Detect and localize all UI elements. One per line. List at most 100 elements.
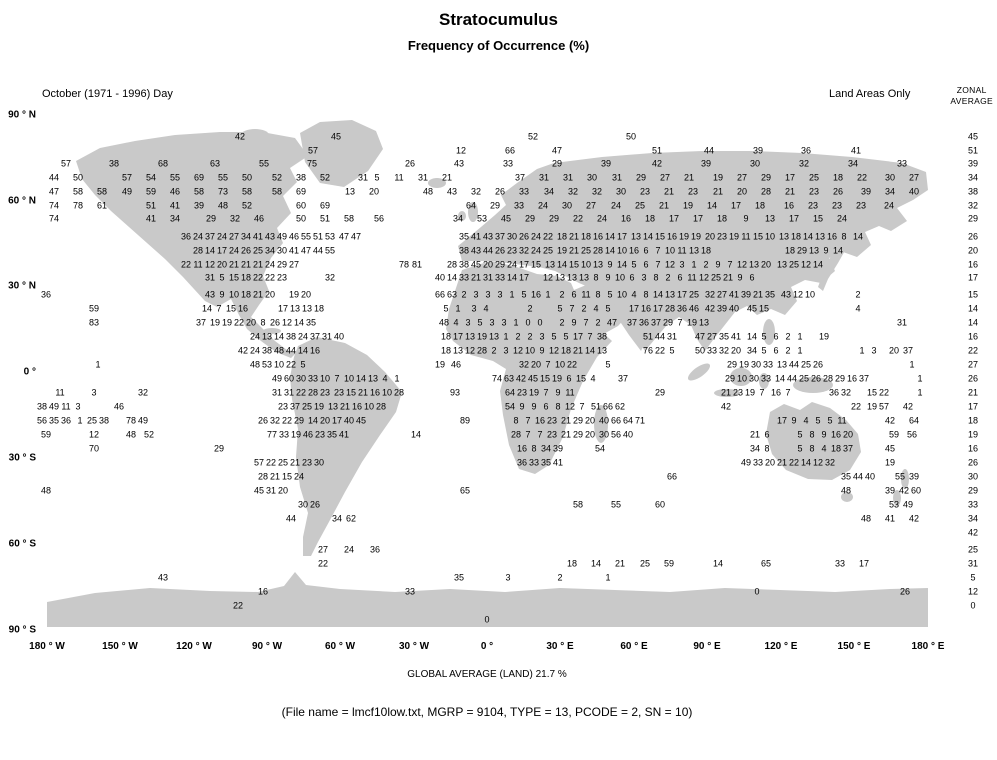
grid-value: 32 [718, 345, 730, 356]
grid-value: 83 [88, 317, 100, 328]
grid-value: 26 [810, 373, 822, 384]
grid-value: 22 [878, 387, 890, 398]
grid-value: 14 [584, 345, 596, 356]
grid-value: 4 [483, 303, 489, 314]
grid-value: 55 [169, 172, 181, 183]
grid-value: 18 [580, 231, 592, 242]
grid-value: 16 [783, 200, 795, 211]
grid-value: 40 [343, 415, 355, 426]
grid-value: 31 [666, 331, 678, 342]
landmass-caribbean [263, 328, 281, 334]
grid-value: 5 [219, 272, 225, 283]
grid-value: 30 [295, 373, 307, 384]
grid-value: 29 [724, 373, 736, 384]
grid-value: 36 [369, 544, 381, 555]
grid-value: 45 [355, 415, 367, 426]
grid-value: 32 [518, 359, 530, 370]
zonal-average-value: 39 [967, 158, 979, 169]
grid-value: 43 [482, 231, 494, 242]
grid-value: 33 [834, 558, 846, 569]
grid-value: 1 [513, 317, 519, 328]
grid-value: 7 [569, 303, 575, 314]
grid-value: 41 [884, 513, 896, 524]
grid-value: 13 [327, 401, 339, 412]
grid-value: 29 [635, 172, 647, 183]
grid-value: 27 [716, 289, 728, 300]
grid-value: 25 [252, 245, 264, 256]
grid-value: 19 [866, 401, 878, 412]
grid-value: 28 [822, 373, 834, 384]
grid-value: 52 [527, 131, 539, 142]
grid-value: 52 [319, 172, 331, 183]
grid-value: 14 [642, 231, 654, 242]
grid-value: 8 [764, 443, 770, 454]
grid-value: 43 [264, 231, 276, 242]
grid-value: 10 [228, 289, 240, 300]
grid-value: 21 [252, 289, 264, 300]
grid-value: 20 [530, 359, 542, 370]
grid-value: 4 [453, 317, 459, 328]
grid-value: 37 [195, 317, 207, 328]
grid-value: 58 [572, 499, 584, 510]
grid-value: 21 [289, 457, 301, 468]
grid-value: 51 [319, 213, 331, 224]
grid-value: 16 [534, 415, 546, 426]
grid-value: 46 [288, 231, 300, 242]
grid-value: 41 [730, 331, 742, 342]
grid-value: 1 [95, 359, 101, 370]
grid-value: 32 [704, 289, 716, 300]
grid-value: 14 [604, 231, 616, 242]
grid-value: 23 [855, 200, 867, 211]
longitude-tick-label: 90 ° E [693, 641, 721, 652]
grid-value: 21 [776, 457, 788, 468]
grid-value: 31 [271, 387, 283, 398]
grid-value: 13 [452, 345, 464, 356]
grid-value: 27 [585, 200, 597, 211]
grid-value: 13 [554, 272, 566, 283]
grid-value: 7 [655, 245, 661, 256]
grid-value: 39 [552, 443, 564, 454]
grid-value: 57 [307, 145, 319, 156]
grid-value: 38 [295, 172, 307, 183]
grid-value: 4 [593, 303, 599, 314]
grid-value: 8 [653, 272, 659, 283]
zonal-average-line1: ZONAL [956, 85, 987, 95]
grid-value: 70 [88, 443, 100, 454]
grid-value: 37 [902, 345, 914, 356]
grid-value: 31 [265, 485, 277, 496]
grid-value: 39 [193, 200, 205, 211]
grid-value: 7 [545, 359, 551, 370]
grid-value: 3 [497, 289, 503, 300]
grid-value: 19 [209, 317, 221, 328]
grid-value: 21 [470, 272, 482, 283]
grid-value: 6 [773, 345, 779, 356]
grid-value: 24 [297, 331, 309, 342]
grid-value: 10 [664, 245, 676, 256]
grid-value: 0 [754, 586, 760, 597]
grid-value: 12 [698, 272, 710, 283]
grid-value: 35 [764, 289, 776, 300]
grid-value: 13 [301, 303, 313, 314]
grid-value: 12 [564, 401, 576, 412]
grid-value: 11 [581, 289, 591, 300]
grid-value: 33 [528, 457, 540, 468]
zonal-average-line2: AVERAGE [950, 96, 993, 106]
grid-value: 42 [898, 485, 910, 496]
zonal-average-value: 12 [967, 586, 979, 597]
grid-value: 22 [233, 317, 245, 328]
grid-value: 5 [761, 331, 767, 342]
grid-value: 19 [556, 245, 568, 256]
grid-value: 25 [800, 359, 812, 370]
grid-value: 29 [293, 415, 305, 426]
grid-value: 48 [860, 513, 872, 524]
grid-value: 21 [568, 245, 580, 256]
grid-value: 13 [592, 259, 604, 270]
landmass-sumatra [687, 363, 711, 381]
grid-value: 78 [72, 200, 84, 211]
grid-value: 30 [748, 373, 760, 384]
grid-value: 13 [778, 231, 790, 242]
grid-value: 64 [908, 415, 920, 426]
grid-value: 51 [642, 331, 654, 342]
grid-value: 14 [446, 272, 458, 283]
grid-value: 59 [663, 558, 675, 569]
